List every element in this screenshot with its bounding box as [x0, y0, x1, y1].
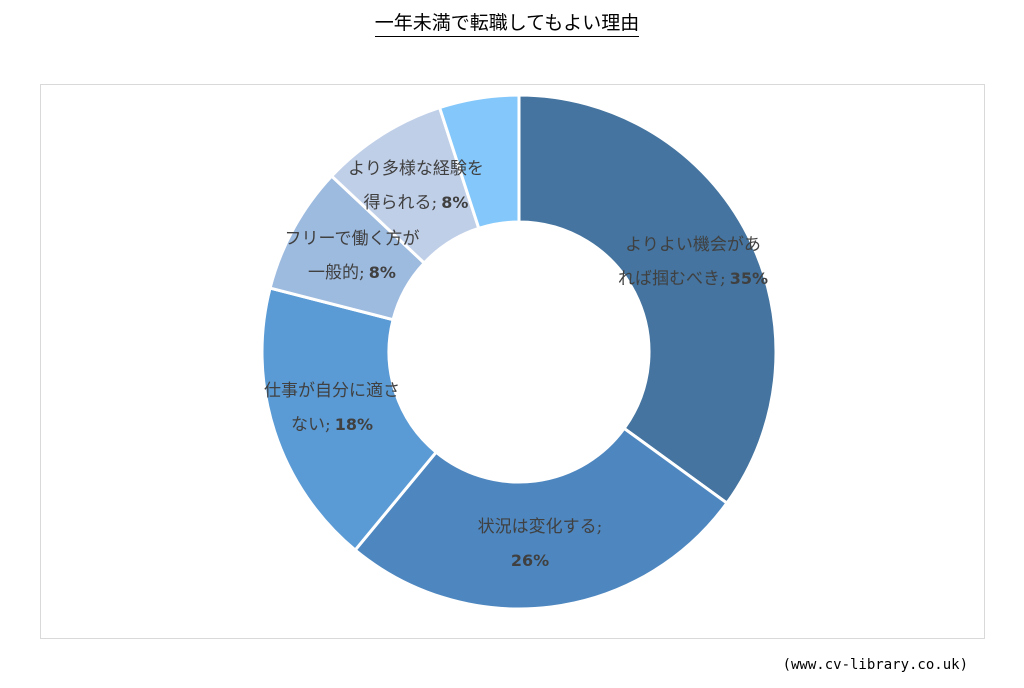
- slice-label-line2: 得られる;: [364, 193, 438, 213]
- chart-title-text: 一年未満で転職してもよい理由: [374, 12, 640, 37]
- donut-slice-2: [353, 426, 730, 611]
- slice-label-1: よりよい機会があれば掴むべき; 35%: [618, 235, 768, 289]
- slice-label-2: 状況は変化する; 26%: [478, 517, 603, 570]
- slice-label-percent: 26%: [511, 551, 549, 570]
- donut-slice-1: [517, 93, 778, 506]
- source-note: (www.cv-library.co.uk): [782, 657, 968, 673]
- slice-label-percent: 18%: [335, 415, 373, 434]
- chart-title: 一年未満で転職してもよい理由: [0, 8, 1014, 37]
- slice-label-line1: 仕事が自分に適さ: [264, 381, 400, 401]
- slice-label-5: より多様な経験を得られる; 8%: [348, 159, 484, 213]
- slice-label-line1: 状況は変化する;: [478, 517, 603, 537]
- slice-label-line2: ない;: [291, 415, 331, 435]
- slice-label-4: フリーで働く方が一般的; 8%: [285, 229, 420, 283]
- slice-label-percent: 8%: [441, 193, 468, 212]
- slice-label-line2: 一般的;: [308, 263, 365, 283]
- slice-label-percent: 8%: [369, 263, 396, 282]
- slice-label-line2: れば掴むべき;: [618, 269, 726, 289]
- slice-label-percent: 35%: [730, 269, 768, 288]
- donut-slice-6: [437, 93, 521, 231]
- donut-slice-3: [260, 286, 439, 553]
- slice-label-line1: よりよい機会があ: [625, 235, 761, 255]
- slice-label-line1: より多様な経験を: [348, 159, 484, 179]
- slice-label-3: 仕事が自分に適さない; 18%: [264, 381, 400, 435]
- slice-label-line1: フリーで働く方が: [285, 229, 420, 249]
